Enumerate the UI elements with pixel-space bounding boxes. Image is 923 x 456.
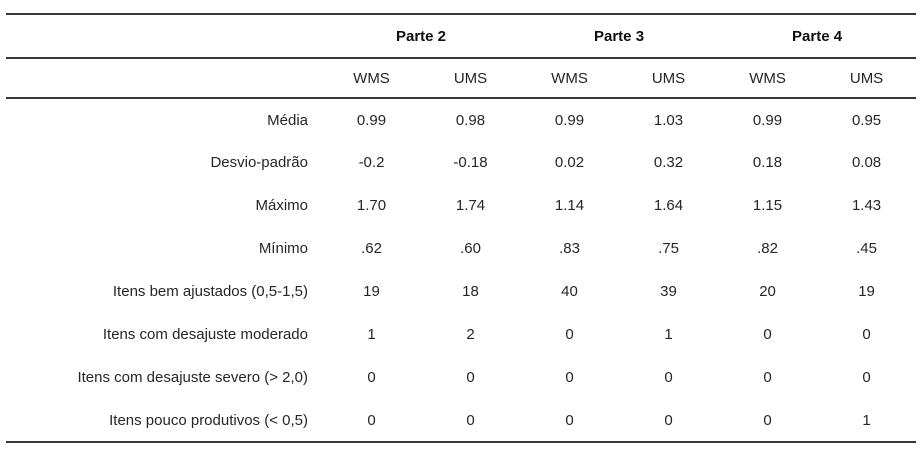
cell: 1.03 (653, 111, 684, 129)
cell: 0 (520, 399, 620, 443)
cell: 0.32 (653, 154, 684, 171)
row-label: Média (267, 111, 308, 129)
row-label: Mínimo (258, 240, 308, 257)
cell: 2 (466, 326, 475, 343)
cell: 0 (664, 369, 673, 386)
cell: .83 (559, 240, 580, 257)
table-row: Mínimo .62 .60 .83 .75 .82 .45 (6, 227, 916, 270)
cell: 1 (367, 326, 376, 343)
cell: 0 (565, 369, 574, 386)
cell: 39 (660, 283, 677, 300)
cell: 1.64 (653, 197, 684, 214)
group-header-row: Parte 2 Parte 3 Parte 4 (6, 13, 917, 59)
cell: .82 (757, 240, 778, 257)
cell: 1.43 (851, 197, 882, 214)
cell: 0.99 (356, 111, 387, 129)
cell: 1.70 (356, 197, 387, 214)
cell: 19 (858, 283, 875, 300)
cell: 0 (367, 369, 376, 386)
cell: 1 (664, 326, 673, 343)
cell: 0.18 (752, 154, 783, 171)
column-header-wms: WMS (718, 58, 818, 99)
cell: .45 (856, 240, 877, 257)
row-label: Desvio-padrão (210, 154, 308, 171)
column-header-ums: UMS (421, 58, 521, 99)
row-label: Itens com desajuste severo (> 2,0) (77, 369, 308, 386)
cell: 19 (363, 283, 380, 300)
cell: 20 (759, 283, 776, 300)
group-header-parte-4: Parte 4 (718, 13, 917, 59)
cell: 1.74 (455, 197, 486, 214)
cell: 1 (817, 399, 917, 443)
cell: 1.15 (752, 197, 783, 214)
cell: .60 (460, 240, 481, 257)
column-header-wms: WMS (520, 58, 620, 99)
cell: 0.99 (554, 111, 585, 129)
table-row: Média 0.99 0.98 0.99 1.03 0.99 0.95 (6, 98, 916, 141)
cell: 0 (322, 399, 421, 443)
row-label: Máximo (255, 197, 308, 214)
cell: 0 (466, 369, 475, 386)
cell: 0 (718, 399, 818, 443)
column-header-ums: UMS (619, 58, 719, 99)
group-header-parte-3: Parte 3 (520, 13, 719, 59)
cell: 0 (763, 369, 772, 386)
cell: 0.95 (851, 111, 882, 129)
column-header-wms: WMS (322, 58, 421, 99)
cell: 18 (462, 283, 479, 300)
row-label: Itens bem ajustados (0,5-1,5) (112, 283, 308, 300)
cell: 0.99 (752, 111, 783, 129)
row-label: Itens com desajuste moderado (102, 326, 308, 343)
table-row: Máximo 1.70 1.74 1.14 1.64 1.15 1.43 (6, 184, 916, 227)
group-header-parte-2: Parte 2 (322, 13, 521, 59)
cell: 40 (561, 283, 578, 300)
table-row: Itens bem ajustados (0,5-1,5) 19 18 40 3… (6, 270, 916, 313)
cell: -0.18 (453, 154, 488, 171)
table-row: Itens com desajuste severo (> 2,0) 0 0 0… (6, 356, 916, 399)
subheader-row: WMS UMS WMS UMS WMS UMS (6, 58, 917, 99)
table-row: Itens com desajuste moderado 1 2 0 1 0 0 (6, 313, 916, 356)
table-row: Itens pouco produtivos (< 0,5) 0 0 0 0 0… (6, 399, 917, 443)
cell: 0 (862, 326, 871, 343)
corner-cell (6, 58, 322, 99)
table-row: Desvio-padrão -0.2 -0.18 0.02 0.32 0.18 … (6, 141, 916, 184)
column-header-ums: UMS (817, 58, 917, 99)
corner-cell (6, 13, 322, 59)
cell: 0 (619, 399, 719, 443)
cell: -0.2 (358, 154, 385, 171)
cell: 0 (421, 399, 521, 443)
row-label: Itens pouco produtivos (< 0,5) (6, 399, 322, 443)
table-container: Parte 2 Parte 3 Parte 4 WMS UMS WMS UMS … (6, 13, 917, 443)
cell: 0.08 (851, 154, 882, 171)
cell: 0.02 (554, 154, 585, 171)
cell: 1.14 (554, 197, 585, 214)
fit-statistics-table: Parte 2 Parte 3 Parte 4 WMS UMS WMS UMS … (6, 13, 917, 443)
cell: .62 (361, 240, 382, 257)
cell: 0 (862, 369, 871, 386)
cell: 0 (763, 326, 772, 343)
cell: 0 (565, 326, 574, 343)
cell: 0.98 (455, 111, 486, 129)
cell: .75 (658, 240, 679, 257)
